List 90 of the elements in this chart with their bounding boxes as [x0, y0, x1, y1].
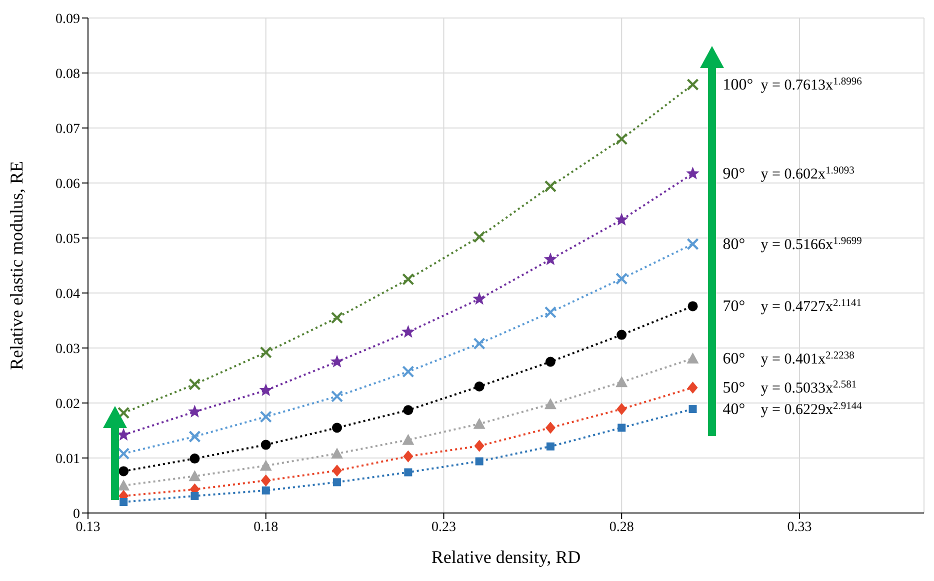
y-axis-title: Relative elastic modulus, RE	[6, 161, 26, 370]
point	[188, 378, 201, 390]
point	[259, 383, 273, 396]
point	[188, 404, 202, 418]
point	[333, 478, 342, 486]
point	[188, 430, 201, 443]
point	[544, 180, 557, 192]
x-axis-title: Relative density, RD	[431, 547, 581, 567]
series-label: 100°	[722, 76, 754, 94]
point	[688, 382, 698, 394]
point	[404, 468, 412, 476]
point	[546, 442, 554, 450]
point	[473, 418, 486, 429]
point	[616, 132, 628, 146]
point	[331, 448, 344, 459]
point	[332, 464, 342, 477]
point	[330, 390, 344, 402]
point	[330, 312, 344, 324]
series-label: 70°	[722, 298, 746, 316]
point	[402, 366, 414, 378]
point	[473, 230, 486, 243]
point	[474, 382, 484, 392]
point	[614, 212, 628, 226]
point	[260, 346, 272, 358]
point	[616, 403, 627, 416]
x-tick-label: 0.18	[254, 520, 278, 535]
y-tick-label: 0.07	[56, 122, 80, 137]
annotation: y = 0.5033x$^{2.581}$	[760, 379, 857, 397]
point	[330, 354, 344, 368]
annotation: y = 0.602x$^{1.9093}$	[760, 165, 854, 183]
point	[260, 410, 272, 423]
point	[475, 457, 484, 466]
point	[260, 460, 272, 471]
point	[403, 450, 414, 462]
point	[332, 422, 342, 433]
point	[616, 376, 628, 388]
point	[616, 272, 628, 285]
point	[545, 422, 556, 434]
annotation: y = 0.5166x$^{1.9699}$	[760, 236, 862, 254]
series-label: 60°	[722, 350, 746, 368]
y-tick-label: 0	[73, 506, 80, 522]
point	[545, 356, 556, 367]
point	[260, 440, 271, 450]
point	[616, 330, 627, 340]
point	[262, 486, 270, 494]
x-tick-label: 0.33	[787, 520, 812, 535]
y-tick-label: 0.05	[56, 232, 80, 247]
point	[688, 301, 698, 312]
point	[118, 466, 129, 476]
point	[686, 78, 699, 91]
point	[120, 498, 128, 506]
point	[118, 480, 130, 490]
series-label: 50°	[722, 380, 746, 397]
point	[544, 252, 558, 266]
y-tick-label: 0.02	[56, 396, 80, 412]
point	[403, 405, 414, 416]
annotation: y = 0.4727x$^{2.1141}$	[760, 298, 862, 316]
point	[474, 440, 484, 452]
point	[686, 238, 699, 250]
point	[190, 492, 199, 500]
point	[117, 406, 130, 419]
point	[472, 292, 486, 305]
point	[686, 166, 700, 180]
point	[473, 338, 486, 350]
y-tick-label: 0.04	[56, 286, 80, 302]
x-tick-label: 0.28	[609, 520, 634, 535]
y-tick-label: 0.06	[56, 176, 80, 192]
series-label: 80°	[722, 236, 746, 254]
y-tick-label: 0.08	[56, 66, 80, 82]
annotation: y = 0.401x$^{2.2238}$	[760, 350, 854, 368]
point	[188, 470, 201, 482]
point	[544, 306, 557, 318]
series-label: 90°	[722, 166, 746, 183]
y-tick-label: 0.03	[56, 342, 80, 357]
x-tick-label: 0.13	[76, 520, 100, 535]
point	[402, 325, 415, 338]
point	[260, 474, 271, 487]
y-tick-label: 0.01	[56, 452, 80, 467]
y-tick-label: 0.09	[56, 12, 80, 27]
series-label: 40°	[722, 401, 746, 418]
point	[688, 405, 697, 414]
point	[402, 273, 414, 286]
point	[402, 434, 414, 445]
x-tick-label: 0.23	[431, 520, 456, 535]
point	[686, 352, 699, 364]
point	[544, 398, 556, 410]
annotation: y = 0.6229x$^{2.9144}$	[760, 400, 863, 418]
annotation: y = 0.7613x$^{1.8996}$	[760, 76, 862, 94]
point	[190, 454, 200, 464]
point	[618, 424, 626, 432]
